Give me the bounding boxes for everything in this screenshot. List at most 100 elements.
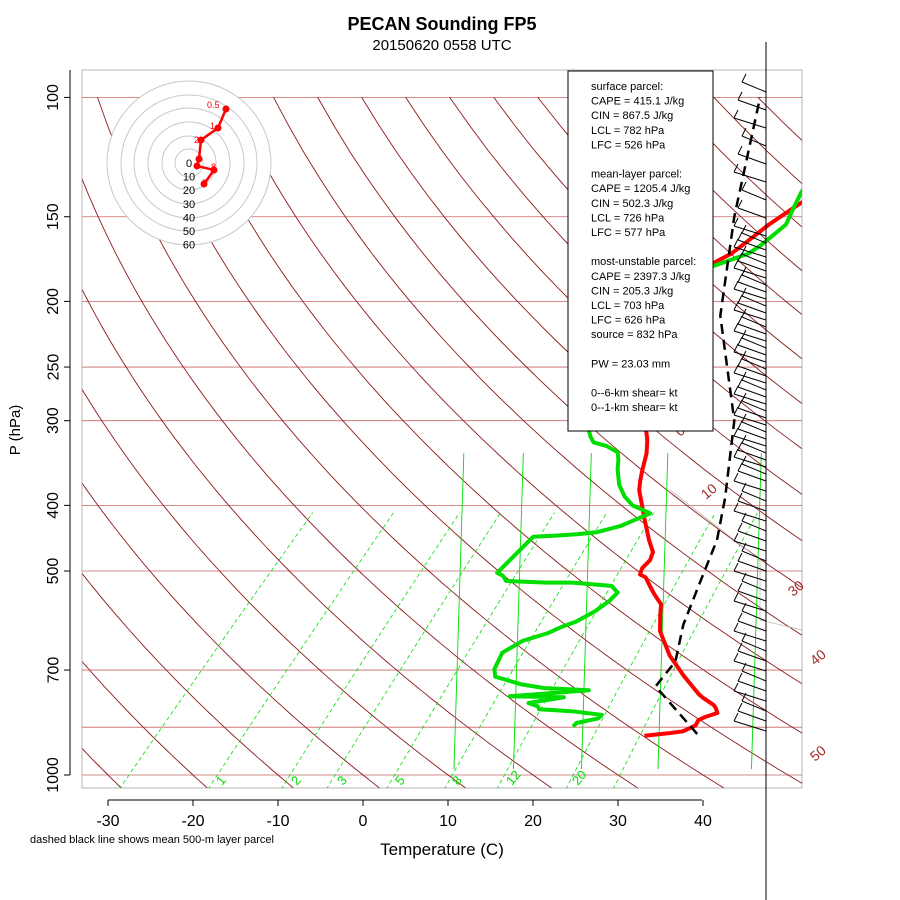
wind-barb-flag	[741, 73, 747, 83]
wind-barb-flag	[737, 522, 743, 532]
chart-title: PECAN Sounding FP5	[348, 14, 537, 34]
wind-barb	[737, 153, 767, 165]
mixing-ratio-label: 12	[503, 767, 524, 788]
wind-barb	[737, 560, 767, 572]
x-axis: -30 -20 -10 0 10 20 30 40	[96, 799, 712, 830]
wind-barb	[737, 470, 767, 482]
x-tick-label: 30	[609, 813, 627, 830]
wind-barb-flag	[733, 259, 739, 269]
wind-barb	[741, 400, 767, 412]
footnote: dashed black line shows mean 500-m layer…	[30, 834, 274, 846]
plot-frame	[81, 69, 803, 789]
wind-barb	[733, 435, 767, 447]
wind-barbs	[733, 42, 767, 900]
info-line: PW = 23.03 mm	[591, 358, 670, 370]
wind-barb-flag	[741, 542, 747, 552]
moist-adiabat	[453, 453, 465, 770]
wind-barb-flag	[741, 329, 747, 339]
wind-barb	[737, 590, 767, 602]
wind-barb-flag	[741, 308, 747, 318]
wind-barb	[741, 640, 767, 652]
wind-barb	[733, 288, 767, 300]
dry-adiabat	[846, 97, 900, 789]
hodograph-ring	[120, 94, 258, 232]
wind-barb	[737, 530, 767, 542]
wind-barb	[737, 620, 767, 632]
hodograph-point-label: 2	[194, 135, 199, 145]
dry-adiabat	[229, 97, 802, 685]
wind-barb	[741, 550, 767, 562]
hodograph-point	[210, 166, 218, 174]
wind-barb	[733, 540, 767, 552]
wind-barb-flag	[733, 217, 739, 227]
info-line: most-unstable parcel:	[591, 256, 696, 268]
wind-barb-flag	[741, 692, 747, 702]
wind-barb-flag	[741, 392, 747, 402]
wind-barb-flag	[737, 315, 743, 325]
wind-barb	[737, 239, 767, 251]
wind-barb-flag	[737, 492, 743, 502]
hodograph-point-label: 8	[211, 162, 216, 172]
dry-adiabat	[757, 97, 802, 142]
wind-barb-flag	[733, 109, 739, 119]
mixing-ratio-labels: 1 2 3 5 8 12 20	[213, 767, 590, 788]
wind-barb-flag	[737, 702, 743, 712]
wind-barb-flag	[737, 552, 743, 562]
hodograph-ring-label: 50	[183, 226, 195, 238]
wind-barb-flag	[733, 238, 739, 248]
wind-barb	[733, 480, 767, 492]
info-line: LCL = 703 hPa	[591, 300, 665, 312]
y-tick-label: 500	[45, 558, 62, 585]
info-line: LFC = 577 hPa	[591, 227, 666, 239]
wind-barb-flag	[733, 502, 739, 512]
dry-adiabat	[890, 97, 900, 789]
wind-barb-flag	[741, 455, 747, 465]
y-axis: 100 150 200 250 300 400 500 700 1000	[45, 70, 71, 793]
wind-barb-flag	[737, 231, 743, 241]
hodograph-ring-label: 40	[183, 212, 195, 224]
hodograph-point	[193, 162, 201, 170]
wind-barb-flag	[733, 406, 739, 416]
wind-barb-flag	[737, 672, 743, 682]
wind-barb	[741, 358, 767, 370]
hodograph-ring-label: 10	[183, 172, 195, 184]
wind-barb-flag	[737, 294, 743, 304]
wind-barb	[737, 449, 767, 461]
wind-barb-flag	[737, 145, 743, 155]
wind-barb	[741, 463, 767, 475]
hodograph-point-label: 5	[202, 178, 207, 188]
wind-barb-flag	[741, 662, 747, 672]
wind-barb	[733, 267, 767, 279]
wind-barb-flag	[733, 532, 739, 542]
info-line: LCL = 782 hPa	[591, 125, 665, 137]
wind-barb	[737, 344, 767, 356]
wind-barb-flag	[733, 163, 739, 173]
wind-barb	[733, 720, 767, 732]
hodograph-point	[197, 136, 205, 144]
info-line: LFC = 626 hPa	[591, 315, 666, 327]
wind-barb-flag	[733, 301, 739, 311]
dry-adiabat-label: 50	[807, 742, 829, 764]
dry-adiabat	[141, 97, 802, 784]
wind-barb-flag	[733, 427, 739, 437]
wind-barb	[733, 246, 767, 258]
moist-adiabat	[580, 453, 592, 770]
wind-barb	[733, 414, 767, 426]
hodograph-point	[214, 124, 222, 132]
wind-barb	[741, 610, 767, 622]
wind-barb-flag	[741, 350, 747, 360]
wind-barb	[733, 372, 767, 384]
wind-barb	[737, 99, 767, 111]
wind-barb-flag	[737, 462, 743, 472]
x-tick-label: -30	[96, 813, 119, 830]
wind-barb-flag	[741, 482, 747, 492]
mixing-ratio-line	[281, 512, 461, 788]
wind-barb	[733, 351, 767, 363]
wind-barb-flag	[733, 364, 739, 374]
dry-adiabat-label: 40	[807, 646, 829, 668]
wind-barb	[737, 407, 767, 419]
dry-adiabat	[493, 97, 802, 405]
wind-barb-flag	[737, 199, 743, 209]
hodograph-point	[195, 155, 203, 163]
